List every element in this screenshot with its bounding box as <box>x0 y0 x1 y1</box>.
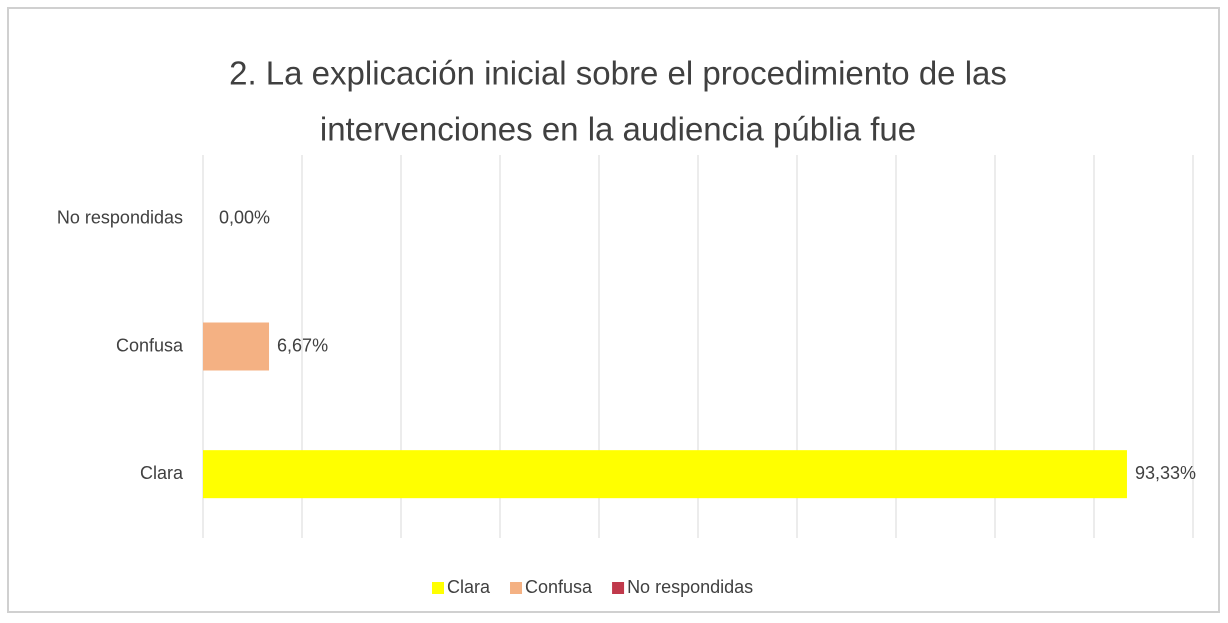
legend-label: No respondidas <box>627 577 753 597</box>
chart-title: 2. La explicación inicial sobre el proce… <box>229 55 1007 92</box>
y-tick-label: Clara <box>140 463 184 483</box>
data-label: 93,33% <box>1135 463 1196 483</box>
chart-frame <box>7 7 1220 613</box>
chart-title: intervenciones en la audiencia públia fu… <box>320 111 916 148</box>
bar <box>203 450 1127 499</box>
legend-swatch <box>432 582 444 594</box>
legend-label: Confusa <box>525 577 593 597</box>
y-tick-label: No respondidas <box>57 208 183 228</box>
legend-label: Clara <box>447 577 491 597</box>
bar <box>203 322 270 371</box>
y-tick-label: Confusa <box>116 335 184 355</box>
legend-swatch <box>612 582 625 594</box>
data-label: 0,00% <box>219 208 270 228</box>
legend-swatch <box>510 582 523 594</box>
data-label: 6,67% <box>277 335 328 355</box>
